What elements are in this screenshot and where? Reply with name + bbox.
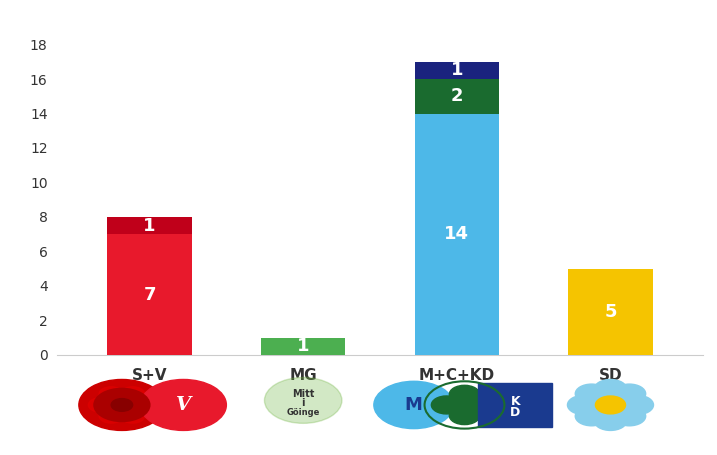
Circle shape [424, 381, 505, 429]
Bar [108, 234, 191, 355]
Circle shape [595, 396, 625, 414]
Circle shape [575, 406, 608, 426]
Circle shape [594, 411, 627, 430]
Circle shape [88, 398, 113, 412]
Text: V: V [176, 396, 191, 414]
Circle shape [131, 398, 156, 412]
Text: D: D [510, 406, 521, 419]
Text: 14: 14 [445, 225, 470, 243]
Circle shape [111, 399, 133, 411]
Text: M: M [405, 396, 423, 414]
Circle shape [450, 385, 480, 403]
Circle shape [79, 379, 165, 430]
Circle shape [99, 387, 123, 401]
Text: 5: 5 [604, 303, 617, 321]
Circle shape [141, 379, 227, 430]
Circle shape [120, 409, 145, 423]
Circle shape [621, 395, 653, 415]
Circle shape [99, 409, 123, 423]
Text: 1: 1 [297, 337, 310, 355]
Text: 2: 2 [450, 87, 463, 105]
Circle shape [467, 396, 498, 414]
Text: 7: 7 [143, 286, 156, 303]
Circle shape [265, 378, 342, 423]
Circle shape [374, 381, 454, 429]
Circle shape [120, 387, 145, 401]
Bar [414, 62, 499, 79]
Circle shape [594, 379, 627, 399]
Text: 1: 1 [143, 217, 156, 235]
Text: K: K [511, 395, 520, 408]
Circle shape [567, 395, 600, 415]
Bar [414, 79, 499, 113]
Text: 1: 1 [450, 61, 463, 80]
Bar [478, 383, 552, 427]
Text: i: i [301, 398, 305, 408]
Circle shape [613, 406, 646, 426]
Circle shape [613, 384, 646, 404]
Bar [108, 217, 191, 234]
Circle shape [94, 389, 150, 421]
Bar [414, 113, 499, 355]
Text: Göinge: Göinge [287, 408, 320, 417]
Text: Mitt: Mitt [292, 389, 314, 399]
Circle shape [460, 402, 470, 408]
Bar [261, 338, 346, 355]
Circle shape [450, 407, 480, 425]
Bar [568, 269, 652, 355]
Circle shape [432, 396, 462, 414]
Circle shape [575, 384, 608, 404]
